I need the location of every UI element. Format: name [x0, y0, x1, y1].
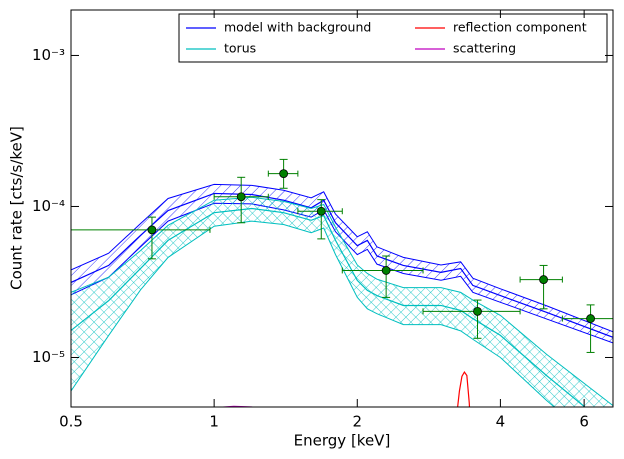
- data-point: [473, 306, 482, 316]
- data-point: [316, 206, 326, 216]
- data-point: [236, 192, 246, 202]
- y-tick-label: 10⁻³: [32, 46, 65, 64]
- x-axis-label: Energy [keV]: [294, 432, 391, 450]
- data-point: [381, 266, 391, 275]
- legend-label: reflection component: [453, 20, 587, 35]
- y-axis-label: Count rate [cts/s/keV]: [8, 126, 26, 290]
- series-line: [215, 405, 256, 407]
- band-upper-line: [71, 196, 613, 407]
- series-line: [71, 207, 586, 407]
- x-tick-label: 4: [496, 413, 506, 431]
- legend-label: scattering: [453, 41, 516, 56]
- plot-area: [71, 158, 613, 407]
- x-tick-label: 6: [579, 413, 589, 431]
- legend-box: [178, 13, 608, 63]
- series-line: [457, 371, 471, 407]
- legend-label: torus: [224, 41, 256, 56]
- axes-frame: [70, 9, 614, 408]
- data-point: [279, 169, 289, 179]
- series-line: [71, 192, 613, 338]
- band-lower-line: [71, 220, 556, 407]
- x-tick-label: 1: [209, 413, 219, 431]
- legend-label: model with background: [224, 20, 371, 35]
- y-tick-label: 10⁻⁵: [32, 348, 65, 366]
- data-point: [539, 275, 548, 284]
- band-upper-line: [71, 183, 613, 333]
- data-point: [147, 225, 157, 235]
- x-tick-label: 2: [352, 413, 362, 431]
- y-tick-label: 10⁻⁴: [32, 197, 65, 215]
- x-tick-label: 0.5: [59, 413, 83, 431]
- data-point: [586, 314, 595, 323]
- band-lower-line: [71, 202, 613, 344]
